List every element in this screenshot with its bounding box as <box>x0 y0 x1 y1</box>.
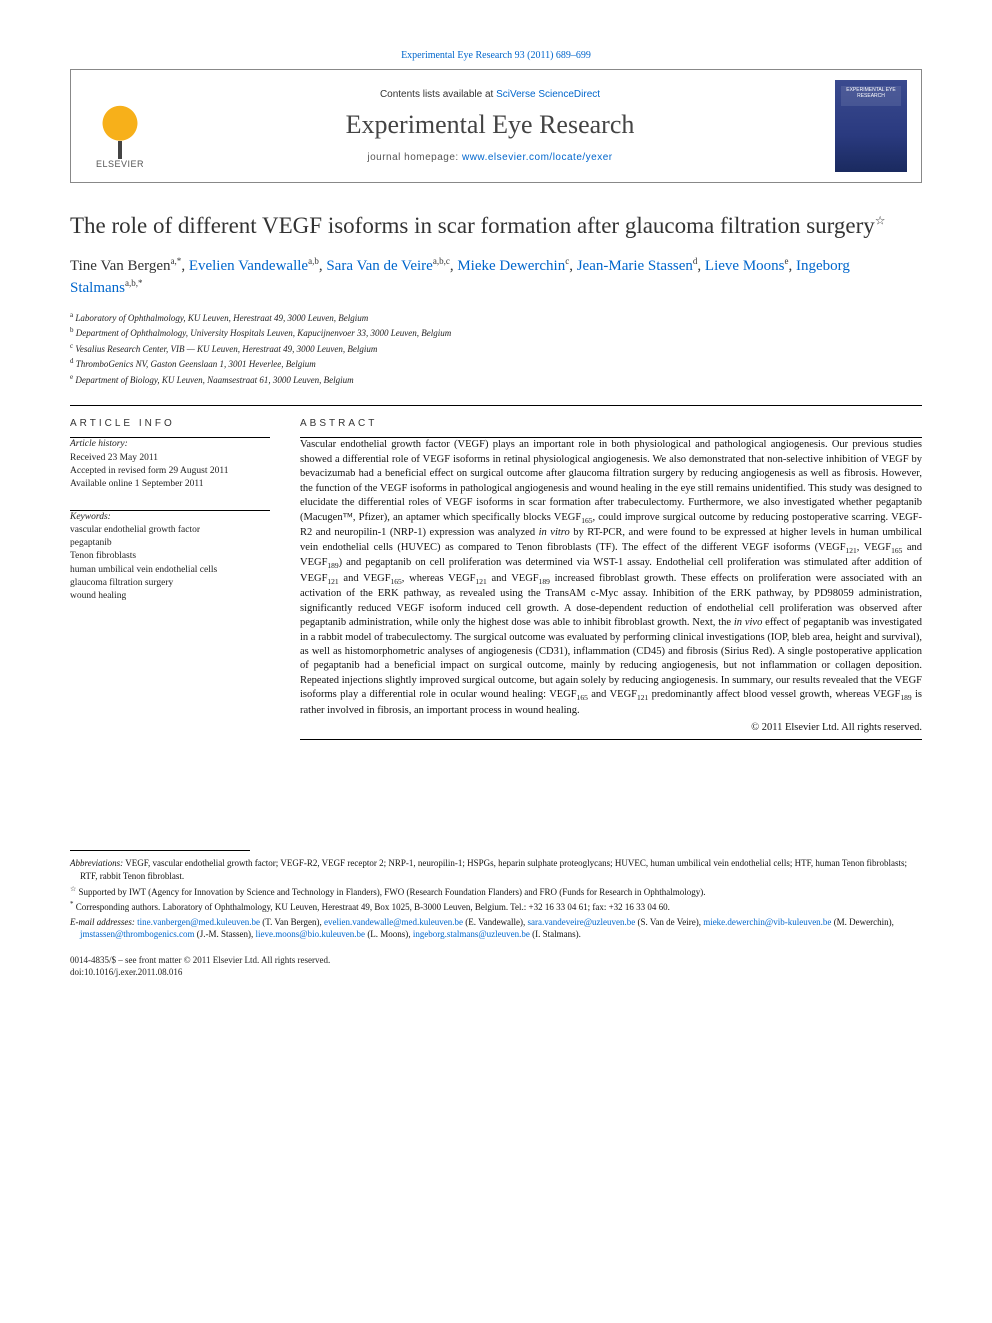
homepage-line: journal homepage: www.elsevier.com/locat… <box>155 152 825 163</box>
keyword: pegaptanib <box>70 538 112 548</box>
corr-text: Corresponding authors. Laboratory of Oph… <box>76 902 670 912</box>
keywords-block: Keywords: vascular endothelial growth fa… <box>70 511 270 604</box>
received-date: Received 23 May 2011 <box>70 453 158 463</box>
email-who: (I. Stalmans). <box>530 929 581 939</box>
email-label: E-mail addresses: <box>70 917 135 927</box>
keywords-label: Keywords: <box>70 512 111 522</box>
online-date: Available online 1 September 2011 <box>70 479 204 489</box>
keyword: glaucoma filtration surgery <box>70 578 173 588</box>
abstract-text: Vascular endothelial growth factor (VEGF… <box>300 438 922 718</box>
issn-line: 0014-4835/$ – see front matter © 2011 El… <box>70 955 330 965</box>
homepage-prefix: journal homepage: <box>367 152 462 163</box>
article-info-heading: ARTICLE INFO <box>70 418 270 429</box>
corr-marker: * <box>70 900 74 908</box>
affiliation-line: a Laboratory of Ophthalmology, KU Leuven… <box>70 310 922 326</box>
email-link[interactable]: jmstassen@thrombogenics.com <box>80 929 195 939</box>
email-link[interactable]: mieke.dewerchin@vib-kuleuven.be <box>703 917 831 927</box>
email-who: (E. Vandewalle) <box>463 917 523 927</box>
history-label: Article history: <box>70 439 128 449</box>
footnotes: Abbreviations: VEGF, vascular endothelia… <box>70 857 922 941</box>
accepted-date: Accepted in revised form 29 August 2011 <box>70 466 228 476</box>
email-who: (T. Van Bergen) <box>260 917 319 927</box>
abbrev-text: VEGF, vascular endothelial growth factor… <box>80 858 907 881</box>
affiliation-line: c Vesalius Research Center, VIB — KU Leu… <box>70 341 922 357</box>
abstract-heading: ABSTRACT <box>300 418 922 429</box>
article-history: Article history: Received 23 May 2011 Ac… <box>70 438 270 491</box>
keyword: human umbilical vein endothelial cells <box>70 565 217 575</box>
affiliation-line: e Department of Biology, KU Leuven, Naam… <box>70 372 922 388</box>
author-list: Tine Van Bergena,*, Evelien Vandewallea,… <box>70 255 922 300</box>
affiliation-line: d ThromboGenics NV, Gaston Geenslaan 1, … <box>70 356 922 372</box>
keyword: vascular endothelial growth factor <box>70 525 200 535</box>
elsevier-tree-icon <box>96 104 144 159</box>
email-who: (J.-M. Stassen) <box>195 929 252 939</box>
journal-homepage-link[interactable]: www.elsevier.com/locate/yexer <box>462 152 613 163</box>
affiliations: a Laboratory of Ophthalmology, KU Leuven… <box>70 310 922 388</box>
email-who: (M. Dewerchin) <box>831 917 891 927</box>
publisher-name: ELSEVIER <box>96 159 144 169</box>
doi-line: doi:10.1016/j.exer.2011.08.016 <box>70 967 182 977</box>
affiliation-line: b Department of Ophthalmology, Universit… <box>70 325 922 341</box>
email-who: (S. Van de Veire) <box>635 917 698 927</box>
keyword: wound healing <box>70 591 126 601</box>
contents-line: Contents lists available at SciVerse Sci… <box>155 89 825 100</box>
cover-label: EXPERIMENTAL EYE RESEARCH <box>835 88 907 99</box>
support-text: Supported by IWT (Agency for Innovation … <box>79 887 706 897</box>
email-who: (L. Moons) <box>365 929 408 939</box>
citation-line: Experimental Eye Research 93 (2011) 689–… <box>70 50 922 61</box>
journal-header: ELSEVIER Contents lists available at Sci… <box>70 69 922 183</box>
journal-cover-thumbnail[interactable]: EXPERIMENTAL EYE RESEARCH <box>835 80 907 172</box>
article-title: The role of different VEGF isoforms in s… <box>70 211 922 241</box>
footer: 0014-4835/$ – see front matter © 2011 El… <box>70 955 922 978</box>
email-footnote: E-mail addresses: tine.vanbergen@med.kul… <box>70 916 922 941</box>
rule-top <box>70 405 922 406</box>
citation-text[interactable]: Experimental Eye Research 93 (2011) 689–… <box>401 50 591 61</box>
contents-prefix: Contents lists available at <box>380 89 496 100</box>
sciencedirect-link[interactable]: SciVerse ScienceDirect <box>496 89 600 100</box>
footnote-rule <box>70 850 250 851</box>
journal-name: Experimental Eye Research <box>155 110 825 140</box>
abstract-copyright: © 2011 Elsevier Ltd. All rights reserved… <box>300 722 922 733</box>
email-link[interactable]: sara.vandeveire@uzleuven.be <box>528 917 636 927</box>
email-link[interactable]: ingeborg.stalmans@uzleuven.be <box>413 929 530 939</box>
support-footnote: ☆ Supported by IWT (Agency for Innovatio… <box>70 885 922 899</box>
abbrev-label: Abbreviations: <box>70 858 123 868</box>
rule-abstract-bottom <box>300 739 922 740</box>
email-link[interactable]: evelien.vandewalle@med.kuleuven.be <box>324 917 463 927</box>
corresponding-footnote: * Corresponding authors. Laboratory of O… <box>70 900 922 914</box>
abbreviations-footnote: Abbreviations: VEGF, vascular endothelia… <box>70 857 922 882</box>
title-footnote-marker: ☆ <box>875 213 886 227</box>
support-marker: ☆ <box>70 885 76 893</box>
title-text: The role of different VEGF isoforms in s… <box>70 213 875 238</box>
email-link[interactable]: tine.vanbergen@med.kuleuven.be <box>137 917 260 927</box>
publisher-logo[interactable]: ELSEVIER <box>85 84 155 169</box>
email-link[interactable]: lieve.moons@bio.kuleuven.be <box>256 929 366 939</box>
keyword: Tenon fibroblasts <box>70 551 136 561</box>
